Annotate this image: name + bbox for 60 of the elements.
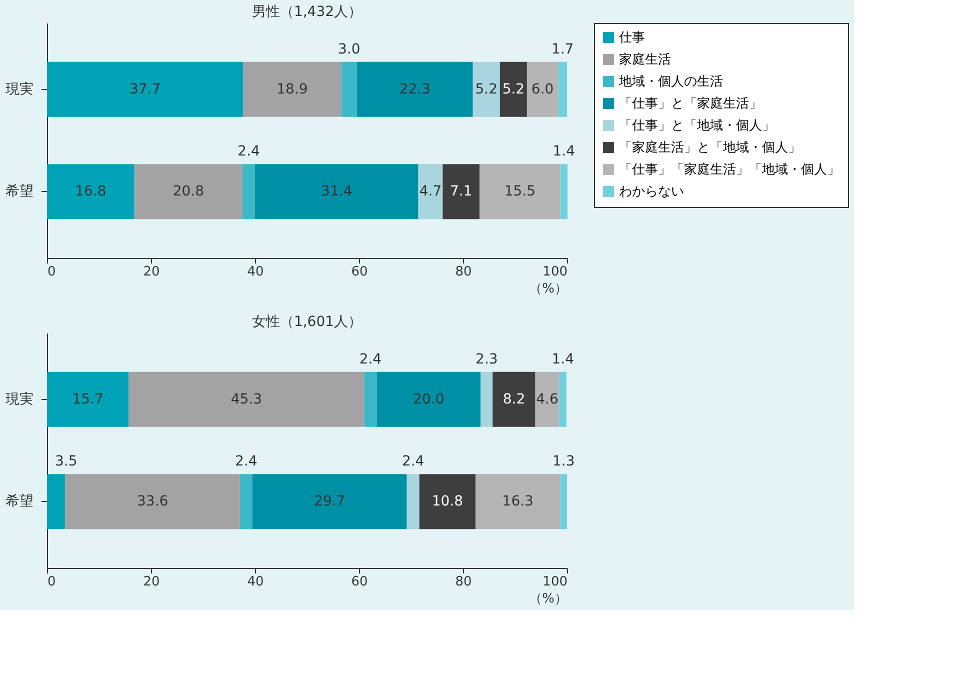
data-label: 5.2 [502,81,525,98]
y-tick-label: 現実 [6,81,34,98]
y-tick-label: 希望 [6,494,34,510]
x-tick-label: 0 [48,574,56,590]
data-label: 20.0 [413,391,444,408]
data-label: 5.2 [475,81,498,98]
x-tick-label: 80 [455,264,472,280]
data-label: 1.7 [551,41,574,58]
data-label: 10.8 [432,494,463,510]
x-tick-label: 60 [351,574,368,590]
legend-label: 家庭生活 [619,52,671,68]
data-label: 8.2 [502,391,526,408]
x-tick-label: 60 [351,264,368,280]
data-label: 6.0 [531,81,554,98]
legend-label: わからない [619,184,684,200]
x-tick-label: 20 [143,264,160,280]
data-label: 1.4 [552,144,576,160]
data-label: 15.5 [504,184,536,200]
data-label: 16.3 [502,494,534,510]
data-label: 2.4 [235,454,258,470]
data-label: 2.4 [402,454,424,470]
legend-label: 「家庭生活」と「地域・個人」 [619,140,801,156]
x-tick-label: 40 [247,264,264,280]
x-tick-label: 100 [542,574,568,590]
legend-label: 地域・個人の生活 [618,74,723,90]
y-tick-label: 希望 [6,184,34,200]
data-label: 33.6 [136,494,168,510]
x-tick-label: 20 [143,574,160,590]
data-label: 18.9 [276,81,308,98]
x-axis-title: （%） [529,282,568,296]
data-label: 2.3 [476,351,498,368]
x-tick-label: 100 [542,264,568,280]
data-label: 4.7 [419,184,442,200]
legend-label: 「仕事」「家庭生活」「地域・個人」 [619,162,840,178]
data-label: 1.4 [552,351,574,368]
data-label: 15.7 [72,391,104,408]
data-label: 4.6 [536,391,558,408]
data-label: 3.0 [338,41,360,58]
data-label: 3.5 [54,454,78,470]
legend-label: 「仕事」と「地域・個人」 [619,118,775,134]
legend-label: 「仕事」と「家庭生活」 [619,96,762,112]
data-label: 22.3 [399,81,430,98]
data-label: 37.7 [129,81,161,98]
data-label: 1.3 [552,454,575,470]
data-label: 2.4 [238,144,260,160]
legend-label: 仕事 [618,30,645,46]
x-tick-label: 80 [455,574,472,590]
data-label: 29.7 [314,494,346,510]
data-label: 16.8 [75,184,106,200]
chart-title: 女性（1,601人） [252,314,362,330]
data-label: 7.1 [450,184,472,200]
data-label: 2.4 [359,351,382,368]
y-tick-label: 現実 [6,391,34,408]
data-label: 45.3 [230,391,262,408]
data-label: 20.8 [172,184,204,200]
data-label: 31.4 [321,184,352,200]
x-tick-label: 40 [247,574,264,590]
x-axis-title: （%） [529,592,568,606]
x-tick-label: 0 [48,264,56,280]
chart-title: 男性（1,432人） [252,4,362,20]
